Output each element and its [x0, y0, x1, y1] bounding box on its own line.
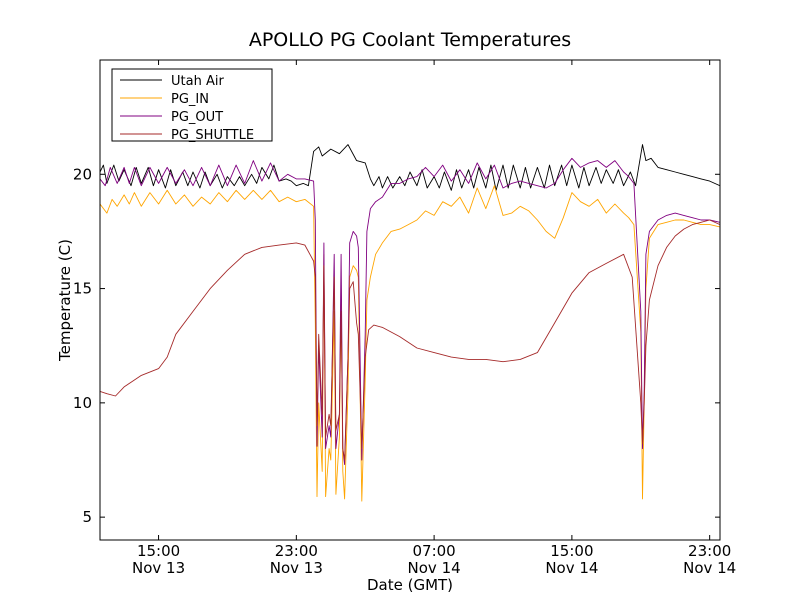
x-tick-label: 15:00	[137, 542, 180, 560]
series-line-pg-shuttle	[100, 219, 720, 461]
legend-label-pg-shuttle: PG_SHUTTLE	[171, 128, 254, 143]
y-tick-label: 5	[82, 508, 92, 526]
y-tick-label: 15	[73, 280, 92, 298]
legend-label-pg-out: PG_OUT	[171, 110, 223, 125]
x-axis-label: Date (GMT)	[367, 576, 453, 594]
x-tick-label: 07:00	[412, 542, 455, 560]
series-line-utah-air	[100, 144, 720, 191]
chart-title: APOLLO PG Coolant Temperatures	[249, 29, 571, 51]
x-tick-sublabel: Nov 14	[683, 559, 736, 577]
y-tick-label: 20	[73, 165, 92, 183]
legend: Utah Air PG_IN PG_OUT PG_SHUTTLE	[111, 68, 273, 143]
y-tick-label: 10	[73, 394, 92, 412]
x-tick-sublabel: Nov 14	[545, 559, 598, 577]
x-tick-sublabel: Nov 13	[270, 559, 323, 577]
legend-label-utah-air: Utah Air	[171, 74, 224, 89]
x-tick-sublabel: Nov 14	[408, 559, 461, 577]
x-tick-label: 23:00	[275, 542, 318, 560]
x-tick-sublabel: Nov 13	[132, 559, 185, 577]
legend-box	[111, 68, 273, 142]
x-tick-label: 23:00	[688, 542, 731, 560]
legend-label-pg-in: PG_IN	[171, 92, 209, 107]
series-line-pg-in	[100, 185, 720, 502]
y-axis-label: Temperature (C)	[56, 239, 74, 362]
series-layer	[100, 144, 720, 502]
x-tick-label: 15:00	[550, 542, 593, 560]
plot-frame	[99, 59, 721, 541]
